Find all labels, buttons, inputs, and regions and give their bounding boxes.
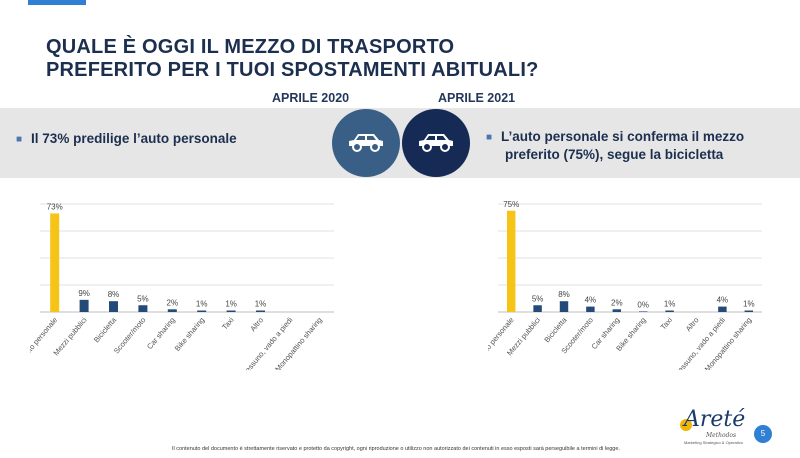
data-label: 1% xyxy=(664,300,676,309)
bar xyxy=(197,310,207,312)
bar xyxy=(744,310,754,312)
bar xyxy=(109,301,118,312)
category-label: Altro xyxy=(684,316,701,334)
logo-sub: Methodos xyxy=(706,432,737,439)
category-label: Taxi xyxy=(659,315,675,331)
summary-2021-line2: preferito (75%), segue la bicicletta xyxy=(505,147,724,162)
data-label: 4% xyxy=(717,296,729,305)
category-label: Car sharing xyxy=(145,316,177,351)
title-line-2: PREFERITO PER I TUOI SPOSTAMENTI ABITUAL… xyxy=(46,59,539,81)
logo-tagline: Marketing Strategico & Operativo xyxy=(684,440,743,445)
data-label: 0% xyxy=(637,300,649,309)
data-label: 1% xyxy=(255,300,267,309)
data-label: 73% xyxy=(47,202,63,211)
category-label: Bicicletta xyxy=(92,315,119,344)
car-circle-2021 xyxy=(402,109,470,177)
bar xyxy=(256,310,265,312)
summary-2020-text: Il 73% predilige l’auto personale xyxy=(31,131,237,146)
category-label: Altro xyxy=(248,316,265,334)
category-label: Bike sharing xyxy=(173,316,206,353)
page-number: 5 xyxy=(754,425,772,443)
bar xyxy=(586,306,595,312)
logo-sun-icon xyxy=(680,419,692,431)
bullet-square-icon: ■ xyxy=(16,134,23,145)
data-label: 2% xyxy=(167,298,179,307)
data-label: 1% xyxy=(196,300,208,309)
bar xyxy=(718,306,727,312)
year-label-2020: APRILE 2020 xyxy=(272,91,350,105)
data-label: 2% xyxy=(611,298,623,307)
bar xyxy=(638,311,648,312)
data-label: 5% xyxy=(137,294,149,303)
car-icon xyxy=(349,134,383,152)
bar xyxy=(612,309,622,312)
category-label: Monopattino sharing xyxy=(703,316,754,370)
data-label: 1% xyxy=(225,300,237,309)
data-label: 5% xyxy=(532,294,544,303)
bar xyxy=(79,299,89,312)
page-title: QUALE È OGGI IL MEZZO DI TRASPORTO PREFE… xyxy=(46,36,539,82)
copyright-footer: Il contenuto del documento è strettament… xyxy=(172,446,620,452)
data-label: 8% xyxy=(108,290,120,299)
bar xyxy=(533,305,542,312)
car-circle-2020 xyxy=(332,109,400,177)
category-label: Bicicletta xyxy=(542,315,569,344)
data-label: 75% xyxy=(503,200,519,209)
bar xyxy=(167,309,177,312)
summary-band xyxy=(0,108,800,178)
car-icon xyxy=(419,134,453,152)
logo-name: Areté xyxy=(684,407,746,432)
data-label: 1% xyxy=(743,300,755,309)
top-accent-bar xyxy=(28,0,86,5)
data-label: 4% xyxy=(585,296,597,305)
data-label: 8% xyxy=(558,290,570,299)
summary-2020: ■ Il 73% predilige l’auto personale xyxy=(16,130,296,148)
bar xyxy=(506,210,516,312)
bullet-square-icon: ■ xyxy=(486,132,493,143)
title-line-1: QUALE È OGGI IL MEZZO DI TRASPORTO xyxy=(46,36,455,58)
bar xyxy=(559,301,569,312)
bar xyxy=(50,213,60,312)
year-label-2021: APRILE 2021 xyxy=(438,91,516,105)
summary-2021: ■ L’auto personale si conferma il mezzo p… xyxy=(486,128,766,163)
arete-logo: Areté Methodos Marketing Strategico & Op… xyxy=(680,405,750,449)
data-label: 9% xyxy=(78,289,90,298)
bar xyxy=(226,310,236,312)
category-label: Taxi xyxy=(220,315,236,331)
summary-2021-line1: L’auto personale si conferma il mezzo xyxy=(501,129,745,144)
bar xyxy=(138,305,148,312)
bar xyxy=(665,310,674,312)
